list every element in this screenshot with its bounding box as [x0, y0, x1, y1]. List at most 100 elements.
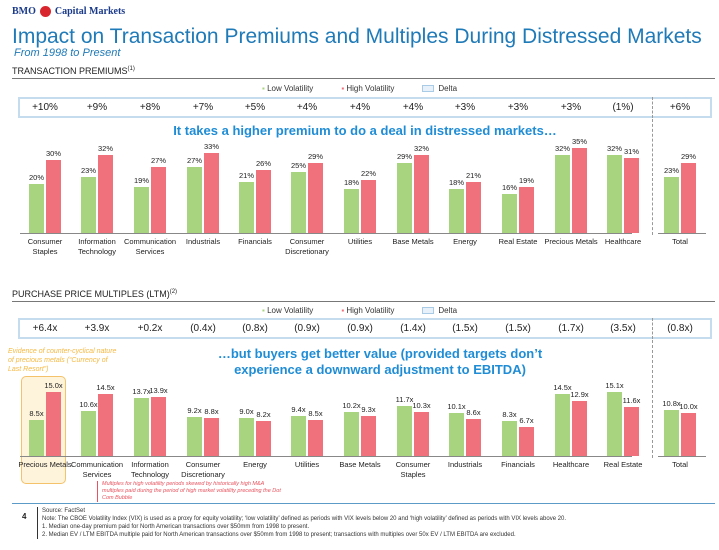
- bar-low-volatility: [239, 182, 254, 233]
- bar-high-volatility: [98, 155, 113, 233]
- data-label: 33%: [203, 141, 219, 151]
- x-axis-total: [658, 456, 706, 457]
- bar-high-volatility: [308, 162, 323, 233]
- data-label: 30%: [45, 149, 61, 159]
- data-label: 16%: [501, 183, 517, 193]
- data-label: 13.9x: [149, 385, 168, 395]
- bar-low-volatility: [664, 177, 679, 233]
- category-label: Financials: [238, 237, 272, 246]
- section2-title: PURCHASE PRICE MULTIPLES (LTM)(2): [12, 289, 177, 299]
- data-label: 18%: [343, 178, 359, 188]
- delta-value: +0.2x: [137, 323, 163, 334]
- bar-high-volatility: [624, 157, 639, 233]
- bar-high-volatility: [98, 394, 113, 456]
- footnote-ref: (1): [127, 66, 135, 72]
- bar-low-volatility: [449, 189, 464, 233]
- section2-title-text: PURCHASE PRICE MULTIPLES (LTM): [12, 289, 170, 299]
- legend-low: ▪ Low Volatility: [262, 306, 314, 315]
- legend-delta-label: Delta: [438, 84, 458, 93]
- bar-low-volatility: [607, 155, 622, 233]
- data-label: 15.1x: [605, 380, 624, 390]
- x-axis: [20, 456, 632, 457]
- bmo-logo: BMO Capital Markets: [12, 6, 125, 17]
- legend-high: ▪ High Volatility: [341, 84, 395, 93]
- category-label: Information Technology: [78, 237, 116, 256]
- bar-high-volatility: [466, 419, 481, 456]
- delta-value: +3%: [507, 102, 529, 113]
- category-label: Consumer Staples: [395, 460, 431, 479]
- delta-value: +5%: [244, 102, 266, 113]
- data-label: 18%: [448, 178, 464, 188]
- footnote-1: 1. Median one-day premium paid for North…: [42, 524, 310, 530]
- data-label: 32%: [97, 144, 113, 154]
- bar-low-volatility: [134, 397, 149, 456]
- category-label: Healthcare: [552, 460, 590, 469]
- chart-multiples: 8.5x 15.0x Precious Metals 10.6x 14.5x Commun…: [18, 340, 706, 479]
- brand: BMO: [12, 6, 36, 17]
- category-label: Communication Services: [123, 237, 177, 256]
- bar-low-volatility: [187, 167, 202, 233]
- data-label: 35%: [571, 137, 587, 146]
- bar-high-volatility: [519, 427, 534, 456]
- total-separator: [652, 97, 653, 118]
- delta-row-1: +10% +9% +8% +7% +5% +4% +4% +4% +3% +3% +3% (1%) +6…: [18, 97, 712, 118]
- bar-low-volatility: [397, 162, 412, 233]
- footnote-ref: (2): [169, 289, 178, 295]
- bar-low-volatility: [502, 420, 517, 456]
- data-label: 32%: [606, 144, 622, 154]
- delta-value: +10%: [32, 102, 58, 113]
- data-label: 27%: [186, 156, 202, 166]
- bar-high-volatility: [572, 400, 587, 456]
- delta-value: +6%: [669, 102, 691, 113]
- bar-low-volatility: [134, 186, 149, 233]
- data-label: 9.2x: [187, 405, 202, 415]
- bar-low-volatility: [664, 409, 679, 456]
- category-label: Base Metals: [392, 237, 434, 246]
- bar-high-volatility: [519, 186, 534, 233]
- footnote-2: 2. Median EV / LTM EBITDA multiple paid …: [42, 532, 516, 538]
- legend-low-label: Low Volatility: [267, 306, 314, 315]
- data-label: 25%: [290, 161, 306, 171]
- bar-low-volatility: [29, 184, 44, 233]
- data-label: 21%: [238, 171, 254, 180]
- category-label: Communication Services: [70, 460, 124, 479]
- delta-value: (0.8x): [667, 323, 693, 334]
- data-label: 8.5x: [308, 408, 323, 418]
- divider: [12, 301, 715, 302]
- data-label: 27%: [150, 156, 166, 166]
- delta-value: (1.4x): [400, 323, 426, 334]
- x-axis: [20, 233, 632, 234]
- bar-low-volatility: [29, 419, 44, 456]
- delta-value: (3.5x): [610, 323, 636, 334]
- bar-low-volatility: [344, 412, 359, 456]
- bar-low-volatility: [344, 189, 359, 233]
- legend-high-label: High Volatility: [346, 84, 395, 93]
- delta-value: +3%: [560, 102, 582, 113]
- source: Source: FactSet: [42, 508, 86, 514]
- section1-title-text: TRANSACTION PREMIUMS: [12, 66, 128, 76]
- bar-high-volatility: [46, 392, 61, 456]
- legend-delta-label: Delta: [438, 306, 458, 315]
- legend-high-label: High Volatility: [346, 306, 395, 315]
- delta-value: +4%: [402, 102, 424, 113]
- bar-low-volatility: [291, 415, 306, 456]
- bar-high-volatility: [624, 406, 639, 456]
- category-label: Healthcare: [604, 237, 642, 246]
- bar-high-volatility: [414, 412, 429, 456]
- bar-high-volatility: [361, 179, 376, 233]
- bar-low-volatility: [291, 172, 306, 233]
- data-label: 8.6x: [466, 408, 481, 418]
- delta-value: (1%): [612, 102, 634, 113]
- data-label: 11.7x: [395, 395, 414, 405]
- bmo-roundel-icon: [39, 6, 51, 17]
- delta-value: (0.9x): [347, 323, 373, 334]
- legend-high: ▪ High Volatility: [341, 306, 395, 315]
- footer-divider: [12, 503, 715, 504]
- bar-high-volatility: [46, 160, 61, 233]
- bar-high-volatility: [414, 155, 429, 233]
- category-label: Real Estate: [603, 460, 643, 469]
- legend-low: ▪ Low Volatility: [262, 84, 314, 93]
- data-label: 9.4x: [291, 404, 306, 414]
- category-label: Industrials: [447, 460, 483, 469]
- data-label: 6.7x: [519, 416, 534, 426]
